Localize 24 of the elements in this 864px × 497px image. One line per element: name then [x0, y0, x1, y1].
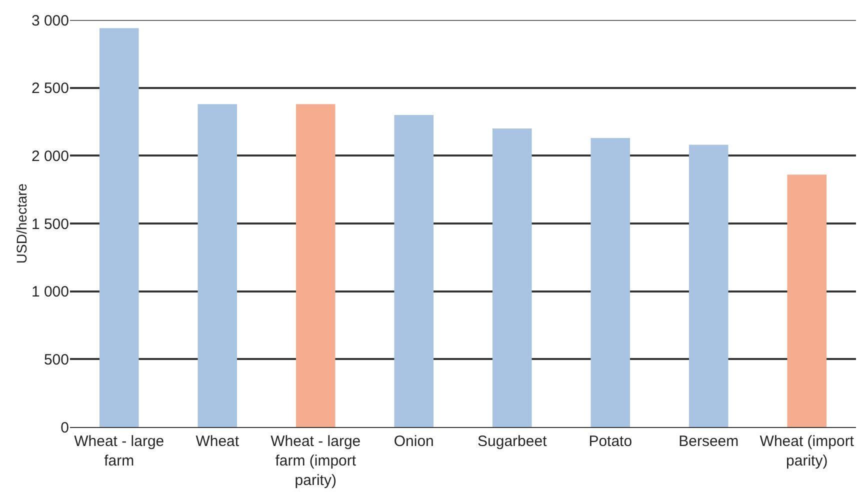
y-tick-label: 2 500: [31, 80, 69, 98]
y-tick-label: 0: [60, 419, 69, 436]
bar: [394, 114, 434, 427]
x-tick-label: Wheat - large farm (import parity): [270, 433, 361, 489]
y-tick-label: 500: [44, 351, 69, 368]
bar: [198, 104, 238, 427]
bar: [492, 128, 532, 427]
x-tick-label: Berseem: [678, 433, 739, 450]
x-tick-label: Wheat - large farm: [74, 433, 164, 470]
y-tick-label: 2 000: [31, 148, 69, 165]
y-axis-title: USD/hectare: [13, 183, 30, 264]
bar: [787, 174, 827, 427]
bar: [99, 28, 139, 427]
x-tick-label: Onion: [394, 433, 434, 450]
bar: [590, 138, 630, 427]
x-tick-label: Sugarbeet: [478, 433, 548, 450]
y-tick-label: 1 500: [31, 216, 69, 233]
bar: [688, 144, 728, 427]
y-tick-label: 3 000: [31, 12, 69, 30]
bar: [296, 104, 336, 427]
x-tick-label: Potato: [588, 433, 632, 450]
x-tick-label: Wheat: [196, 433, 240, 450]
x-tick-label: Wheat (import parity): [760, 433, 855, 470]
y-tick-label: 1 000: [31, 284, 69, 301]
